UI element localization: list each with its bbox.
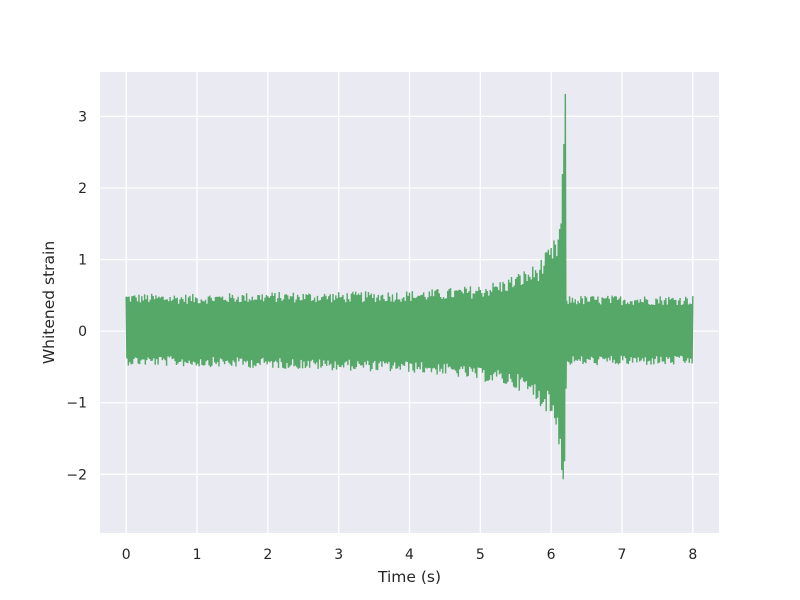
x-tick-label: 8 <box>688 547 697 563</box>
series-line <box>125 93 694 480</box>
x-axis-label: Time (s) <box>377 568 441 586</box>
grid-lines <box>100 72 719 533</box>
x-tick-label: 5 <box>476 547 485 563</box>
x-tick-label: 0 <box>122 547 131 563</box>
y-tick-label: 1 <box>78 253 87 269</box>
y-tick-label: −2 <box>66 467 87 483</box>
y-tick-label: 2 <box>78 181 87 197</box>
x-tick-labels: 0 1 2 3 4 5 6 7 8 <box>122 547 698 563</box>
plot-area <box>125 93 694 480</box>
y-tick-labels: −2 −1 0 1 2 3 <box>66 109 87 483</box>
y-tick-label: −1 <box>66 396 87 412</box>
x-tick-label: 6 <box>547 547 556 563</box>
x-tick-label: 2 <box>263 547 272 563</box>
x-tick-label: 4 <box>405 547 414 563</box>
y-tick-label: 3 <box>78 109 87 125</box>
x-tick-label: 1 <box>193 547 202 563</box>
x-tick-label: 3 <box>334 547 343 563</box>
x-tick-label: 7 <box>618 547 627 563</box>
y-axis-label: Whitened strain <box>40 241 58 364</box>
y-tick-label: 0 <box>78 324 87 340</box>
